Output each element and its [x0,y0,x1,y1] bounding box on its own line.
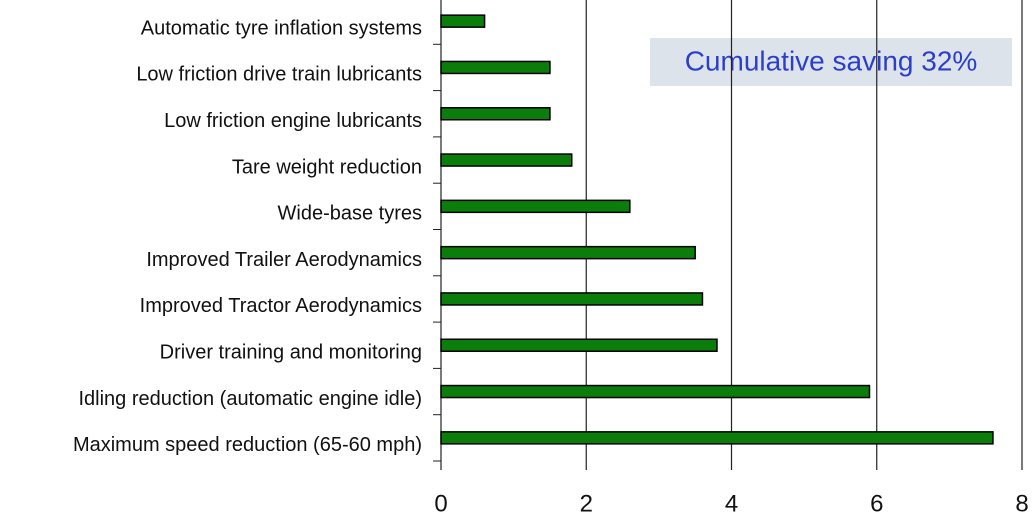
bar [440,60,551,75]
y-tick-label: Low friction engine lubricants [164,110,422,132]
bar [440,107,551,121]
bar [440,245,696,260]
bar [440,292,704,306]
bar [440,14,486,28]
x-tick-label: 8 [1015,490,1028,517]
y-tick-label: Maximum speed reduction (65-60 mph) [73,434,422,456]
y-tick-label: Improved Trailer Aerodynamics [146,249,422,271]
y-tick-label: Low friction drive train lubricants [136,64,422,86]
y-tick-label: Idling reduction (automatic engine idle) [78,388,422,410]
bar [440,431,994,445]
y-tick-label: Wide-base tyres [278,203,423,225]
x-tick-label: 0 [434,490,447,517]
annotation-box [650,38,1012,86]
annotation: Cumulative saving 32% [685,45,978,76]
bar [440,338,718,352]
bar [440,384,871,399]
y-tick-label: Driver training and monitoring [160,342,422,364]
bar [440,199,631,214]
bar [440,153,573,167]
y-tick-label: Automatic tyre inflation systems [141,17,422,39]
x-tick-label: 2 [580,490,593,517]
y-tick-label: Improved Tractor Aerodynamics [140,295,422,317]
x-tick-label: 4 [725,490,738,517]
x-tick-label: 6 [870,490,883,517]
y-tick-label: Tare weight reduction [232,156,422,178]
